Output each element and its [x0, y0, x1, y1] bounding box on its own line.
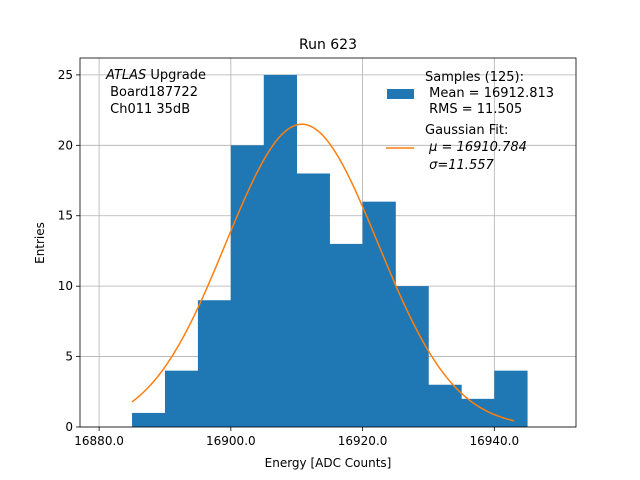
- x-tick-label: 16940.0: [470, 434, 520, 448]
- x-axis-label: Energy [ADC Counts]: [265, 456, 392, 470]
- x-ticks: 16880.0 16900.0 16920.0 16940.0: [74, 427, 519, 448]
- legend-fit-line-3: σ=11.557: [425, 158, 494, 173]
- histogram-bar: [164, 370, 199, 427]
- histogram-bar: [395, 286, 429, 427]
- y-tick-label: 25: [58, 68, 73, 82]
- histogram-bar: [296, 173, 330, 427]
- annotation-line-2: Board187722: [106, 85, 198, 100]
- histogram-bar: [197, 300, 232, 427]
- chart-title: Run 623: [299, 37, 357, 53]
- legend-samples-line-1: Samples (125):: [425, 70, 524, 85]
- legend-samples-line-3: RMS = 11.505: [425, 102, 522, 117]
- x-tick-label: 16920.0: [338, 434, 388, 448]
- y-axis-label: Entries: [33, 222, 47, 264]
- histogram-bar: [362, 201, 396, 427]
- histogram-bar: [230, 145, 265, 427]
- y-ticks: 0 5 10 15 20 25: [58, 68, 80, 434]
- legend-samples-line-2: Mean = 16912.813: [425, 86, 554, 101]
- histogram-bar: [263, 74, 298, 428]
- annotation-line-1: ATLAS Upgrade: [105, 68, 206, 83]
- x-tick-label: 16900.0: [206, 434, 256, 448]
- annotation-line-3: Ch011 35dB: [106, 102, 190, 117]
- axes-frame: [79, 57, 577, 428]
- annotation-atlas-italic: ATLAS: [105, 68, 146, 83]
- y-tick-label: 0: [65, 420, 73, 434]
- legend-fit-line-2: μ = 16910.784: [425, 140, 527, 155]
- y-tick-label: 5: [65, 350, 73, 364]
- histogram-bar: [428, 384, 462, 427]
- histogram-bar: [494, 370, 528, 427]
- y-tick-label: 15: [58, 209, 73, 223]
- y-tick-label: 20: [58, 138, 73, 152]
- y-tick-label: 10: [58, 279, 73, 293]
- atlas-annotation: ATLAS Upgrade Board187722 Ch011 35dB: [105, 68, 206, 117]
- annotation-upgrade: Upgrade: [146, 68, 206, 83]
- legend-fit-line-1: Gaussian Fit:: [425, 123, 508, 138]
- histogram-bar: [329, 243, 363, 427]
- legend: Samples (125): Mean = 16912.813 RMS = 11…: [386, 70, 554, 173]
- legend-samples-patch: [387, 89, 414, 99]
- x-tick-label: 16880.0: [74, 434, 124, 448]
- gaussian-fit-line: [131, 123, 515, 422]
- histogram-bar: [132, 412, 166, 427]
